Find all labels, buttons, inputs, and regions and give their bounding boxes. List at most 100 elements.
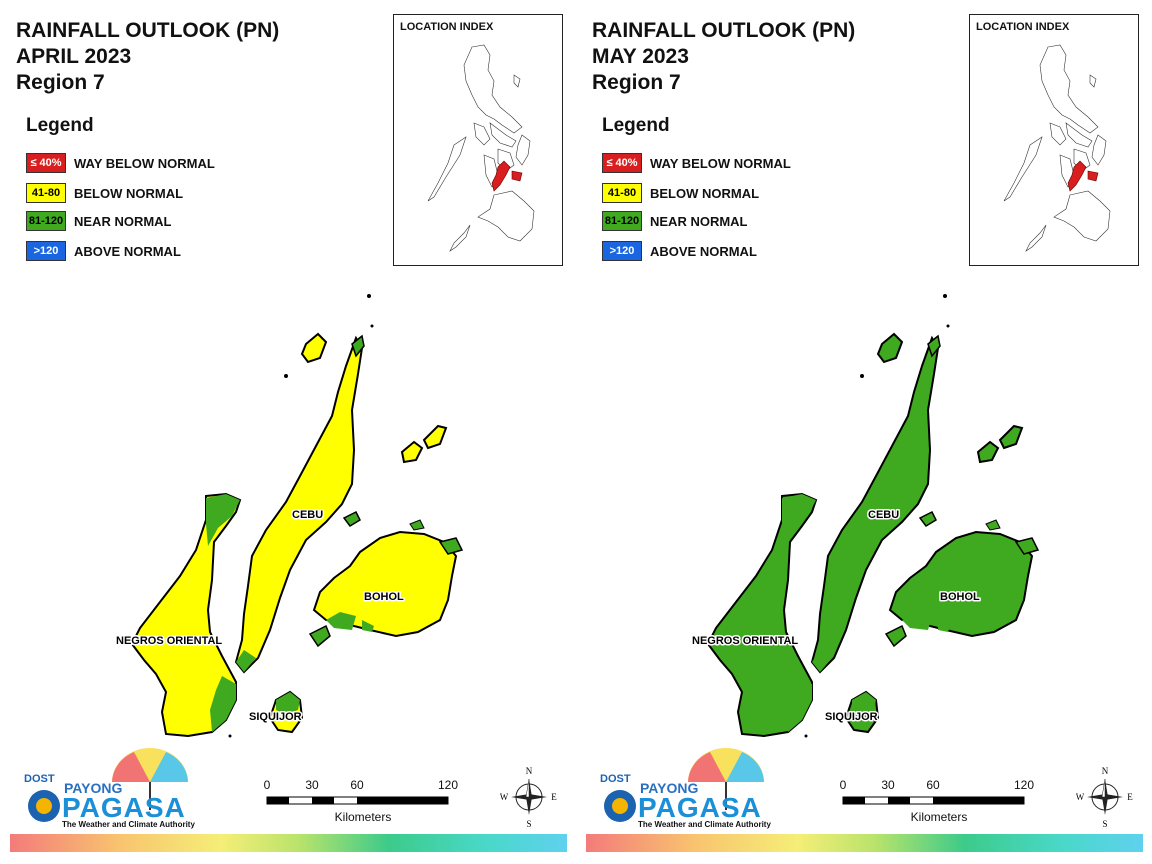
legend-label: BELOW NORMAL bbox=[650, 185, 760, 201]
title-line-1: RAINFALL OUTLOOK (PN) bbox=[592, 19, 856, 42]
label-negros-oriental: NEGROS ORIENTAL bbox=[116, 635, 222, 647]
legend-item-near: 81-120 NEAR NORMAL bbox=[26, 209, 172, 233]
map-title: RAINFALL OUTLOOK (PN) MAY 2023 Region 7 bbox=[592, 18, 855, 96]
legend-title: Legend bbox=[26, 115, 94, 136]
region7-highlight bbox=[491, 160, 523, 192]
title-line-3: Region 7 bbox=[592, 71, 681, 94]
scale-tick: 60 bbox=[350, 778, 364, 792]
label-bohol: BOHOL bbox=[940, 591, 980, 603]
scale-bar: 0 30 60 120 Kilometers bbox=[258, 778, 468, 828]
footer-color-strip bbox=[586, 834, 1143, 852]
legend-swatch: >120 bbox=[602, 241, 642, 261]
map-title: RAINFALL OUTLOOK (PN) APRIL 2023 Region … bbox=[16, 18, 279, 96]
compass-rose-icon: N S E W bbox=[1076, 765, 1134, 829]
scale-bar-graphic bbox=[842, 796, 1025, 805]
philippines-outline-map bbox=[427, 44, 535, 252]
footer-color-strip bbox=[10, 834, 567, 852]
islet bbox=[342, 510, 361, 527]
label-bohol: BOHOL bbox=[364, 591, 404, 603]
compass-e: E bbox=[551, 792, 557, 802]
compass-e: E bbox=[1127, 792, 1133, 802]
cebu-green-patch bbox=[812, 650, 832, 672]
compass-rose-icon: N S E W bbox=[500, 765, 558, 829]
pagasa-logo: DOST PAYONG PAGASA The Weather and Clima… bbox=[14, 740, 204, 832]
title-line-1: RAINFALL OUTLOOK (PN) bbox=[16, 19, 280, 42]
legend-label: BELOW NORMAL bbox=[74, 185, 184, 201]
title-line-2: MAY 2023 bbox=[592, 45, 689, 68]
cebu-green-patch bbox=[236, 650, 256, 672]
legend-item-near: 81-120 NEAR NORMAL bbox=[602, 209, 748, 233]
islet bbox=[918, 510, 937, 527]
bohol-islets bbox=[438, 537, 464, 555]
scale-tick: 60 bbox=[926, 778, 940, 792]
scale-tick: 30 bbox=[305, 778, 319, 792]
camotes-islands bbox=[998, 424, 1024, 450]
legend-item-way-below: ≤ 40% WAY BELOW NORMAL bbox=[26, 151, 215, 175]
bantayan-island bbox=[876, 332, 904, 364]
scale-bar: 0 30 60 120 Kilometers bbox=[834, 778, 1044, 828]
compass-n: N bbox=[526, 766, 533, 776]
scale-tick: 0 bbox=[839, 778, 847, 792]
legend-label: ABOVE NORMAL bbox=[74, 243, 181, 259]
location-index-title: LOCATION INDEX bbox=[400, 21, 494, 33]
label-negros-oriental: NEGROS ORIENTAL bbox=[692, 635, 798, 647]
legend-item-below: 41-80 BELOW NORMAL bbox=[602, 181, 759, 205]
outlook-panel-april: RAINFALL OUTLOOK (PN) APRIL 2023 Region … bbox=[10, 14, 567, 852]
pagasa-text: PAGASA bbox=[62, 792, 186, 823]
bohol-islets bbox=[1014, 537, 1040, 555]
legend-item-way-below: ≤ 40% WAY BELOW NORMAL bbox=[602, 151, 791, 175]
tagline-text: The Weather and Climate Authority bbox=[62, 820, 195, 829]
panglao-island bbox=[884, 624, 907, 648]
umbrella-icon bbox=[28, 748, 188, 822]
camotes-islands bbox=[422, 424, 448, 450]
scale-unit: Kilometers bbox=[910, 810, 968, 824]
region7-highlight bbox=[1067, 160, 1099, 192]
compass-n: N bbox=[1102, 766, 1109, 776]
location-index-title: LOCATION INDEX bbox=[976, 21, 1070, 33]
legend-item-above: >120 ABOVE NORMAL bbox=[602, 239, 757, 263]
camotes-islands bbox=[400, 440, 424, 464]
label-cebu: CEBU bbox=[868, 509, 899, 521]
location-index-map: LOCATION INDEX bbox=[969, 14, 1139, 266]
label-siquijor: SIQUIJOR bbox=[249, 711, 302, 723]
dost-text: DOST bbox=[600, 773, 631, 785]
scale-tick: 0 bbox=[263, 778, 271, 792]
label-cebu: CEBU bbox=[292, 509, 323, 521]
negros-green-patch bbox=[786, 676, 812, 732]
legend-title: Legend bbox=[602, 115, 670, 136]
legend-label: WAY BELOW NORMAL bbox=[650, 155, 791, 171]
region7-map: CEBU BOHOL NEGROS ORIENTAL SIQUIJOR bbox=[115, 294, 464, 738]
islet bbox=[927, 334, 941, 358]
bohol-green-patch bbox=[938, 620, 950, 632]
pagasa-logo: DOST PAYONG PAGASA The Weather and Clima… bbox=[590, 740, 780, 832]
islet bbox=[351, 334, 365, 358]
legend-label: NEAR NORMAL bbox=[650, 213, 748, 229]
compass-w: W bbox=[500, 792, 509, 802]
negros-green-patch bbox=[206, 494, 240, 546]
compass-s: S bbox=[1102, 819, 1107, 829]
location-index-map: LOCATION INDEX bbox=[393, 14, 563, 266]
scale-tick: 30 bbox=[881, 778, 895, 792]
pagasa-text: PAGASA bbox=[638, 792, 762, 823]
dost-text: DOST bbox=[24, 773, 55, 785]
bohol-islets bbox=[409, 519, 425, 531]
siquijor-green-patch bbox=[852, 692, 876, 714]
legend-item-below: 41-80 BELOW NORMAL bbox=[26, 181, 183, 205]
umbrella-icon bbox=[604, 748, 764, 822]
payong-text: PAYONG bbox=[64, 780, 123, 796]
legend-swatch: 41-80 bbox=[602, 183, 642, 203]
tagline-text: The Weather and Climate Authority bbox=[638, 820, 771, 829]
bohol-province bbox=[888, 530, 1034, 638]
legend-swatch: >120 bbox=[26, 241, 66, 261]
negros-green-patch bbox=[210, 676, 236, 732]
legend-swatch: ≤ 40% bbox=[602, 153, 642, 173]
title-line-2: APRIL 2023 bbox=[16, 45, 132, 68]
scale-tick: 120 bbox=[437, 778, 459, 792]
scale-bar-graphic bbox=[266, 796, 449, 805]
scale-unit: Kilometers bbox=[334, 810, 392, 824]
bohol-islets bbox=[985, 519, 1001, 531]
bohol-green-patch bbox=[326, 612, 356, 630]
region7-map: CEBU BOHOL NEGROS ORIENTAL SIQUIJOR bbox=[691, 294, 1040, 738]
legend-swatch: ≤ 40% bbox=[26, 153, 66, 173]
bohol-green-patch bbox=[902, 612, 932, 630]
